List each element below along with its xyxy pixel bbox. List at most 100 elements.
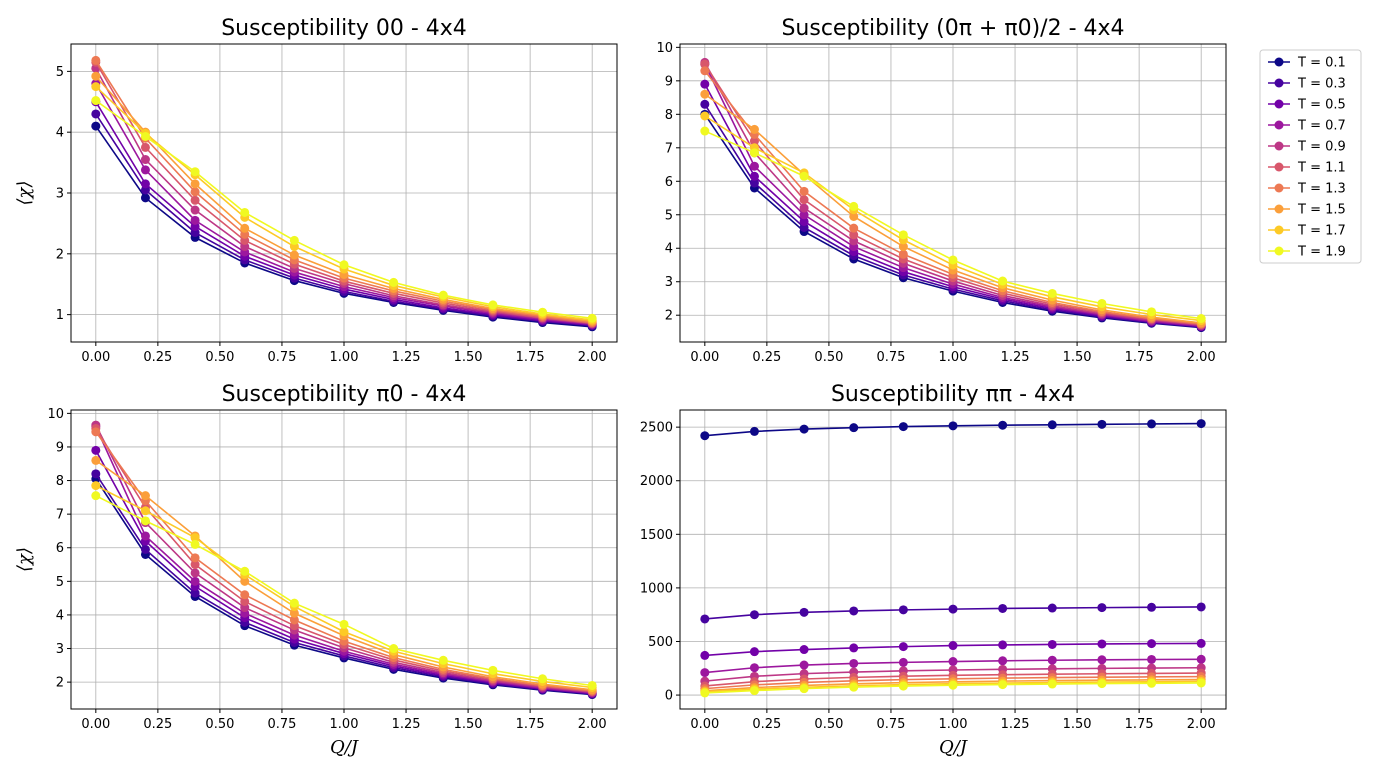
data-point [849,423,859,433]
data-point [700,688,710,698]
data-point [749,124,759,134]
data-point [1047,655,1057,665]
data-point [998,276,1008,286]
y-tick-label: 5 [665,208,673,223]
data-point [948,680,958,690]
data-point [700,79,710,89]
x-tick-label: 2.00 [1187,350,1216,365]
x-tick-label: 0.50 [814,717,843,732]
x-tick-label: 1.50 [1063,350,1092,365]
x-tick-label: 0.75 [267,717,296,732]
x-tick-label: 1.75 [1125,717,1154,732]
data-point [190,568,200,578]
data-point [1147,307,1157,317]
data-point [190,195,200,205]
data-point [190,187,200,197]
data-point [799,210,809,220]
x-tick-label: 0.75 [876,717,905,732]
data-point [749,171,759,181]
data-point [240,590,250,600]
data-point [587,313,597,323]
y-tick-label: 10 [656,41,673,56]
legend-label: T = 0.7 [1297,119,1346,134]
y-tick-label: 6 [56,541,64,556]
data-point [190,215,200,225]
x-tick-label: 1.00 [330,350,359,365]
y-tick-label: 2 [56,247,64,262]
x-tick-label: 0.50 [205,717,234,732]
y-tick-label: 1 [56,308,64,323]
data-point [998,640,1008,650]
data-point [898,605,908,615]
data-point [339,627,349,637]
legend-marker [1274,141,1284,151]
data-point [91,96,101,106]
x-axis-label: Q/J [330,737,360,758]
y-tick-label: 2500 [640,421,673,436]
data-point [91,455,101,465]
x-tick-label: 0.00 [690,350,719,365]
data-point [948,255,958,265]
y-axis-label: ⟨χ⟩ [14,181,35,206]
data-point [799,216,809,226]
data-point [240,223,250,233]
data-point [240,566,250,576]
chart-panel-3: 0.00 0.25 0.50 0.75 1.00 1.25 1.50 1.75 2.00 2 3 4 5… [14,382,618,758]
legend-marker [1274,99,1284,109]
data-point [1147,419,1157,429]
data-point [91,55,101,65]
data-point [700,650,710,660]
data-point [140,516,150,526]
legend-marker [1274,246,1284,256]
data-point [1097,679,1107,689]
x-tick-label: 1.75 [516,717,545,732]
legend-label: T = 0.5 [1297,98,1346,113]
data-point [389,644,399,654]
data-point [240,207,250,217]
data-point [749,610,759,620]
legend-label: T = 0.1 [1297,56,1346,71]
data-point [140,544,150,554]
data-point [998,656,1008,666]
data-point [700,431,710,441]
legend-marker [1274,225,1284,235]
data-point [799,171,809,181]
y-tick-label: 4 [665,242,673,257]
data-point [538,674,548,684]
data-point [190,179,200,189]
y-tick-label: 7 [665,141,673,156]
data-point [1196,638,1206,648]
y-tick-label: 2 [56,676,64,691]
data-point [948,421,958,431]
data-point [1097,603,1107,613]
x-tick-label: 0.00 [81,350,110,365]
data-point [91,445,101,455]
data-point [190,167,200,177]
data-point [1047,420,1057,430]
data-point [1147,639,1157,649]
data-point [948,604,958,614]
data-point [140,142,150,152]
data-point [240,596,250,606]
data-point [1196,419,1206,429]
data-point [749,686,759,696]
data-point [700,111,710,121]
data-point [799,684,809,694]
chart-panel-2: 0.00 0.25 0.50 0.75 1.00 1.25 1.50 1.75 2.00 2 3 4 5… [656,16,1227,365]
x-tick-label: 1.00 [939,717,968,732]
data-point [91,71,101,81]
data-point [998,603,1008,613]
data-point [898,230,908,240]
y-tick-label: 0 [665,689,673,704]
y-tick-label: 5 [56,575,64,590]
data-point [700,99,710,109]
data-point [849,643,859,653]
data-point [749,178,759,188]
x-tick-label: 1.50 [454,717,483,732]
data-point [140,165,150,175]
data-point [140,155,150,165]
chart-title: Susceptibility π0 - 4x4 [222,382,467,407]
y-tick-label: 2 [665,309,673,324]
data-point [998,420,1008,430]
